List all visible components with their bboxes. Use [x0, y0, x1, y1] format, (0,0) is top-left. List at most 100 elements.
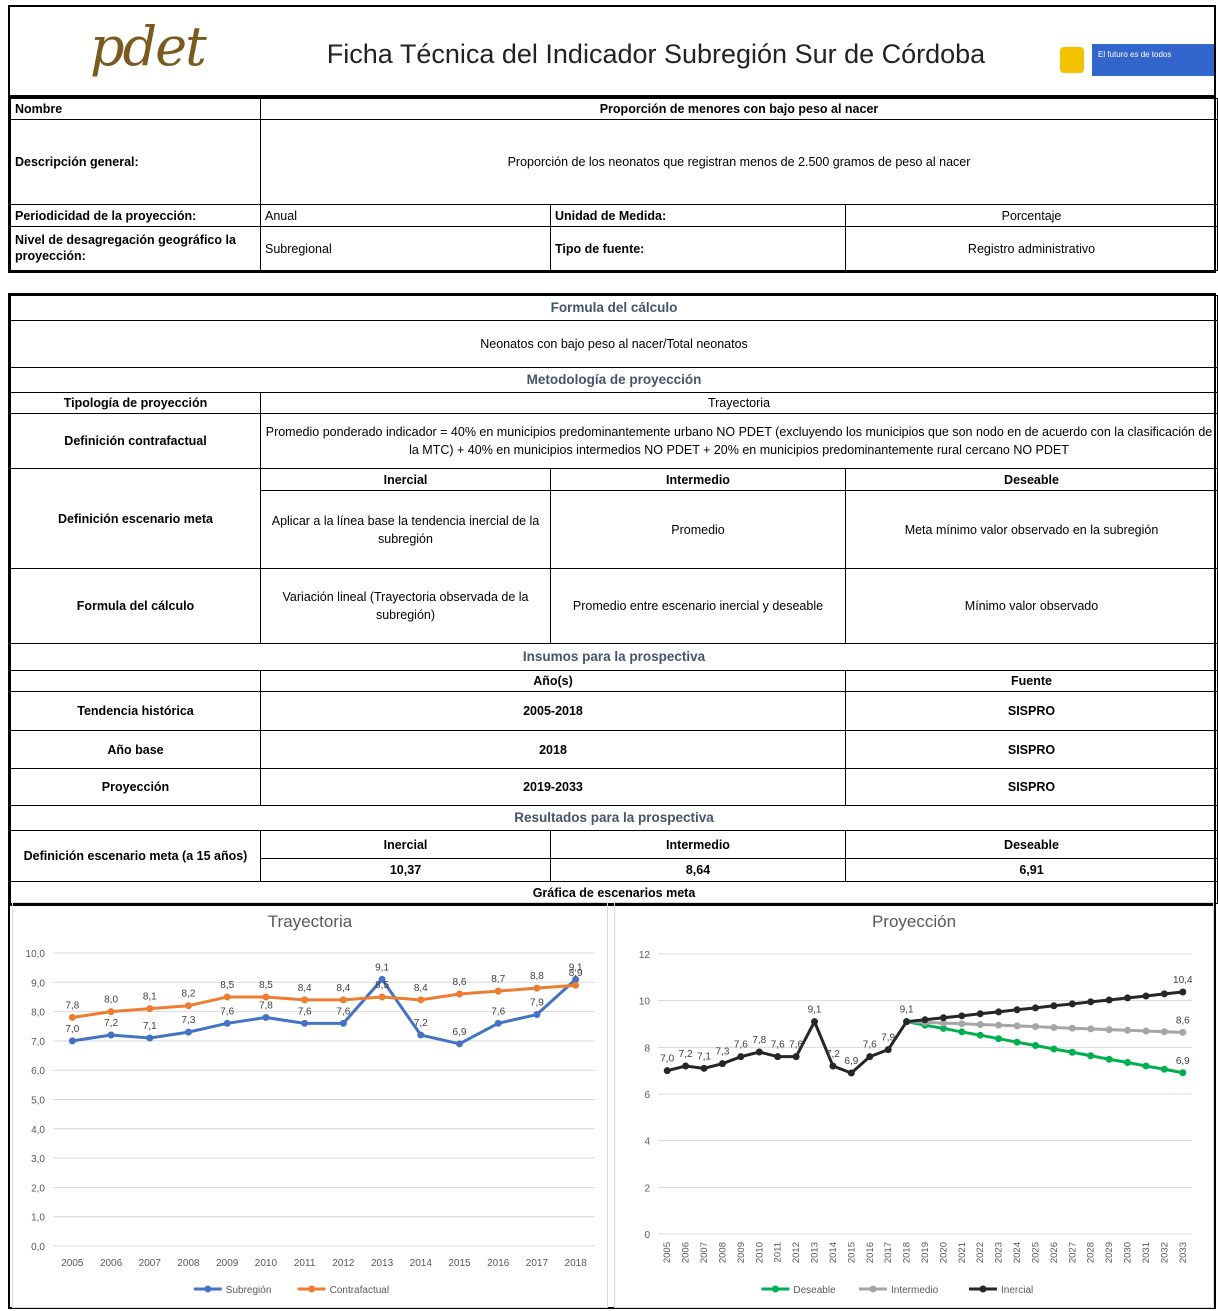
- data-point: [1124, 1059, 1132, 1066]
- row: Definición contrafactual Promedio pondera…: [10, 413, 1218, 470]
- x-tick-label: 2021: [957, 1242, 968, 1263]
- y-tick-label: 2,0: [31, 1183, 45, 1194]
- data-point: [572, 981, 580, 989]
- row: Periodicidad de la proyección: Anual Unida…: [10, 204, 1218, 228]
- cell: Año base: [10, 730, 261, 770]
- x-tick-label: 2033: [1178, 1242, 1189, 1263]
- data-point: [1087, 1052, 1095, 1060]
- data-point: [1031, 1023, 1039, 1031]
- data-point: [68, 1013, 76, 1021]
- cell: Proporción de menores con bajo peso al n…: [260, 97, 1218, 121]
- data-point: [718, 1060, 726, 1068]
- cell: 6,91: [845, 858, 1218, 883]
- data-label: 7,6: [789, 1040, 803, 1051]
- cell: Proporción de los neonatos que registran…: [260, 119, 1218, 206]
- data-point: [792, 1053, 800, 1061]
- data-point: [1124, 994, 1132, 1002]
- data-point: [494, 987, 502, 995]
- slogan: El futuro es de todos: [1092, 44, 1214, 76]
- cell: Metodología de proyección: [10, 367, 1218, 393]
- data-point: [1142, 992, 1150, 1000]
- cell: Tipología de proyección: [10, 391, 261, 415]
- cell: Aplicar a la línea base la tendencia ine…: [260, 490, 551, 570]
- data-point: [417, 996, 425, 1004]
- ficha-table: Nombre Proporción de menores con bajo pes…: [10, 97, 1218, 272]
- x-tick-label: 2020: [938, 1242, 949, 1263]
- data-label: 7,2: [826, 1049, 840, 1060]
- data-label: 7,9: [881, 1033, 895, 1044]
- legend-marker: [979, 1285, 987, 1293]
- data-label: 9,1: [808, 1005, 822, 1016]
- data-point: [1013, 1006, 1021, 1014]
- data-label: 8,9: [569, 968, 583, 979]
- data-label: 7,6: [298, 1006, 312, 1017]
- x-tick-label: 2009: [216, 1258, 239, 1269]
- header: pdet Ficha Técnica del Indicador Subregi…: [8, 5, 1216, 97]
- x-tick-label: 2013: [810, 1242, 821, 1263]
- data-point: [903, 1018, 911, 1026]
- data-point: [976, 1031, 984, 1039]
- cell: Definición escenario meta (a 15 años): [10, 830, 261, 883]
- y-tick-label: 6: [644, 1090, 650, 1101]
- data-label: 10,4: [1173, 975, 1193, 986]
- data-point: [107, 1008, 115, 1016]
- cell: Subregional: [260, 226, 551, 272]
- metodologia-table: Formula del cálculo Neonatos con bajo pe…: [10, 295, 1218, 905]
- data-point: [1050, 1024, 1058, 1031]
- data-label: 8,8: [530, 971, 544, 982]
- data-label: 7,6: [336, 1006, 350, 1017]
- y-tick-label: 0,0: [31, 1242, 45, 1253]
- data-label: 7,6: [863, 1040, 877, 1051]
- cell: Mínimo valor observado: [845, 568, 1218, 645]
- y-tick-label: 4: [644, 1137, 650, 1148]
- chart-title: Trayectoria: [268, 912, 353, 931]
- y-tick-label: 8: [644, 1043, 650, 1054]
- charts: Trayectoria 0,0 1,0 2,0 3,0 4,0 5,0 6,0 7,0 8,0 9,…: [8, 900, 1216, 1309]
- y-tick-label: 6,0: [31, 1066, 45, 1077]
- y-tick-label: 1,0: [31, 1213, 45, 1224]
- cell: Inercial: [260, 830, 551, 860]
- y-tick-label: 5,0: [31, 1096, 45, 1107]
- data-label: 8,4: [336, 983, 350, 994]
- row: Formula del cálculo: [10, 295, 1218, 321]
- x-tick-label: 2018: [565, 1258, 588, 1269]
- data-label: 7,2: [414, 1018, 428, 1029]
- y-tick-label: 12: [639, 950, 651, 961]
- data-point: [1031, 1041, 1039, 1049]
- x-tick-label: 2013: [371, 1258, 394, 1269]
- data-point: [755, 1048, 763, 1056]
- data-point: [1068, 1000, 1076, 1008]
- data-point: [829, 1062, 837, 1070]
- data-point: [1179, 1028, 1187, 1036]
- data-point: [1142, 1027, 1150, 1035]
- data-label: 9,1: [375, 962, 389, 973]
- y-tick-label: 8,0: [31, 1008, 45, 1019]
- legend-marker: [771, 1285, 779, 1293]
- y-tick-label: 0: [644, 1230, 650, 1241]
- x-tick-label: 2008: [717, 1242, 728, 1263]
- data-label: 7,8: [65, 1000, 79, 1011]
- data-point: [533, 984, 541, 992]
- x-tick-label: 2030: [1123, 1242, 1134, 1263]
- data-label: 7,8: [752, 1035, 766, 1046]
- data-point: [146, 1005, 154, 1013]
- series-line: [72, 976, 577, 1046]
- row: Año base 2018 SISPRO: [10, 730, 1218, 770]
- cell: 8,64: [550, 858, 846, 883]
- y-tick-label: 10,0: [26, 949, 46, 960]
- x-tick-label: 2015: [846, 1242, 857, 1263]
- data-point: [1105, 1055, 1113, 1063]
- cell: Tendencia histórica: [10, 691, 261, 732]
- flag-icon: [1060, 47, 1084, 73]
- data-point: [1179, 988, 1187, 996]
- cell: Gráfica de escenarios meta: [10, 881, 1218, 905]
- cell: 10,37: [260, 858, 551, 883]
- data-point: [1142, 1062, 1150, 1070]
- cell: Intermedio: [550, 830, 846, 860]
- data-point: [1068, 1048, 1076, 1056]
- data-point: [976, 1010, 984, 1018]
- data-point: [774, 1053, 782, 1061]
- data-point: [185, 1028, 192, 1036]
- data-label: 8,0: [104, 995, 118, 1006]
